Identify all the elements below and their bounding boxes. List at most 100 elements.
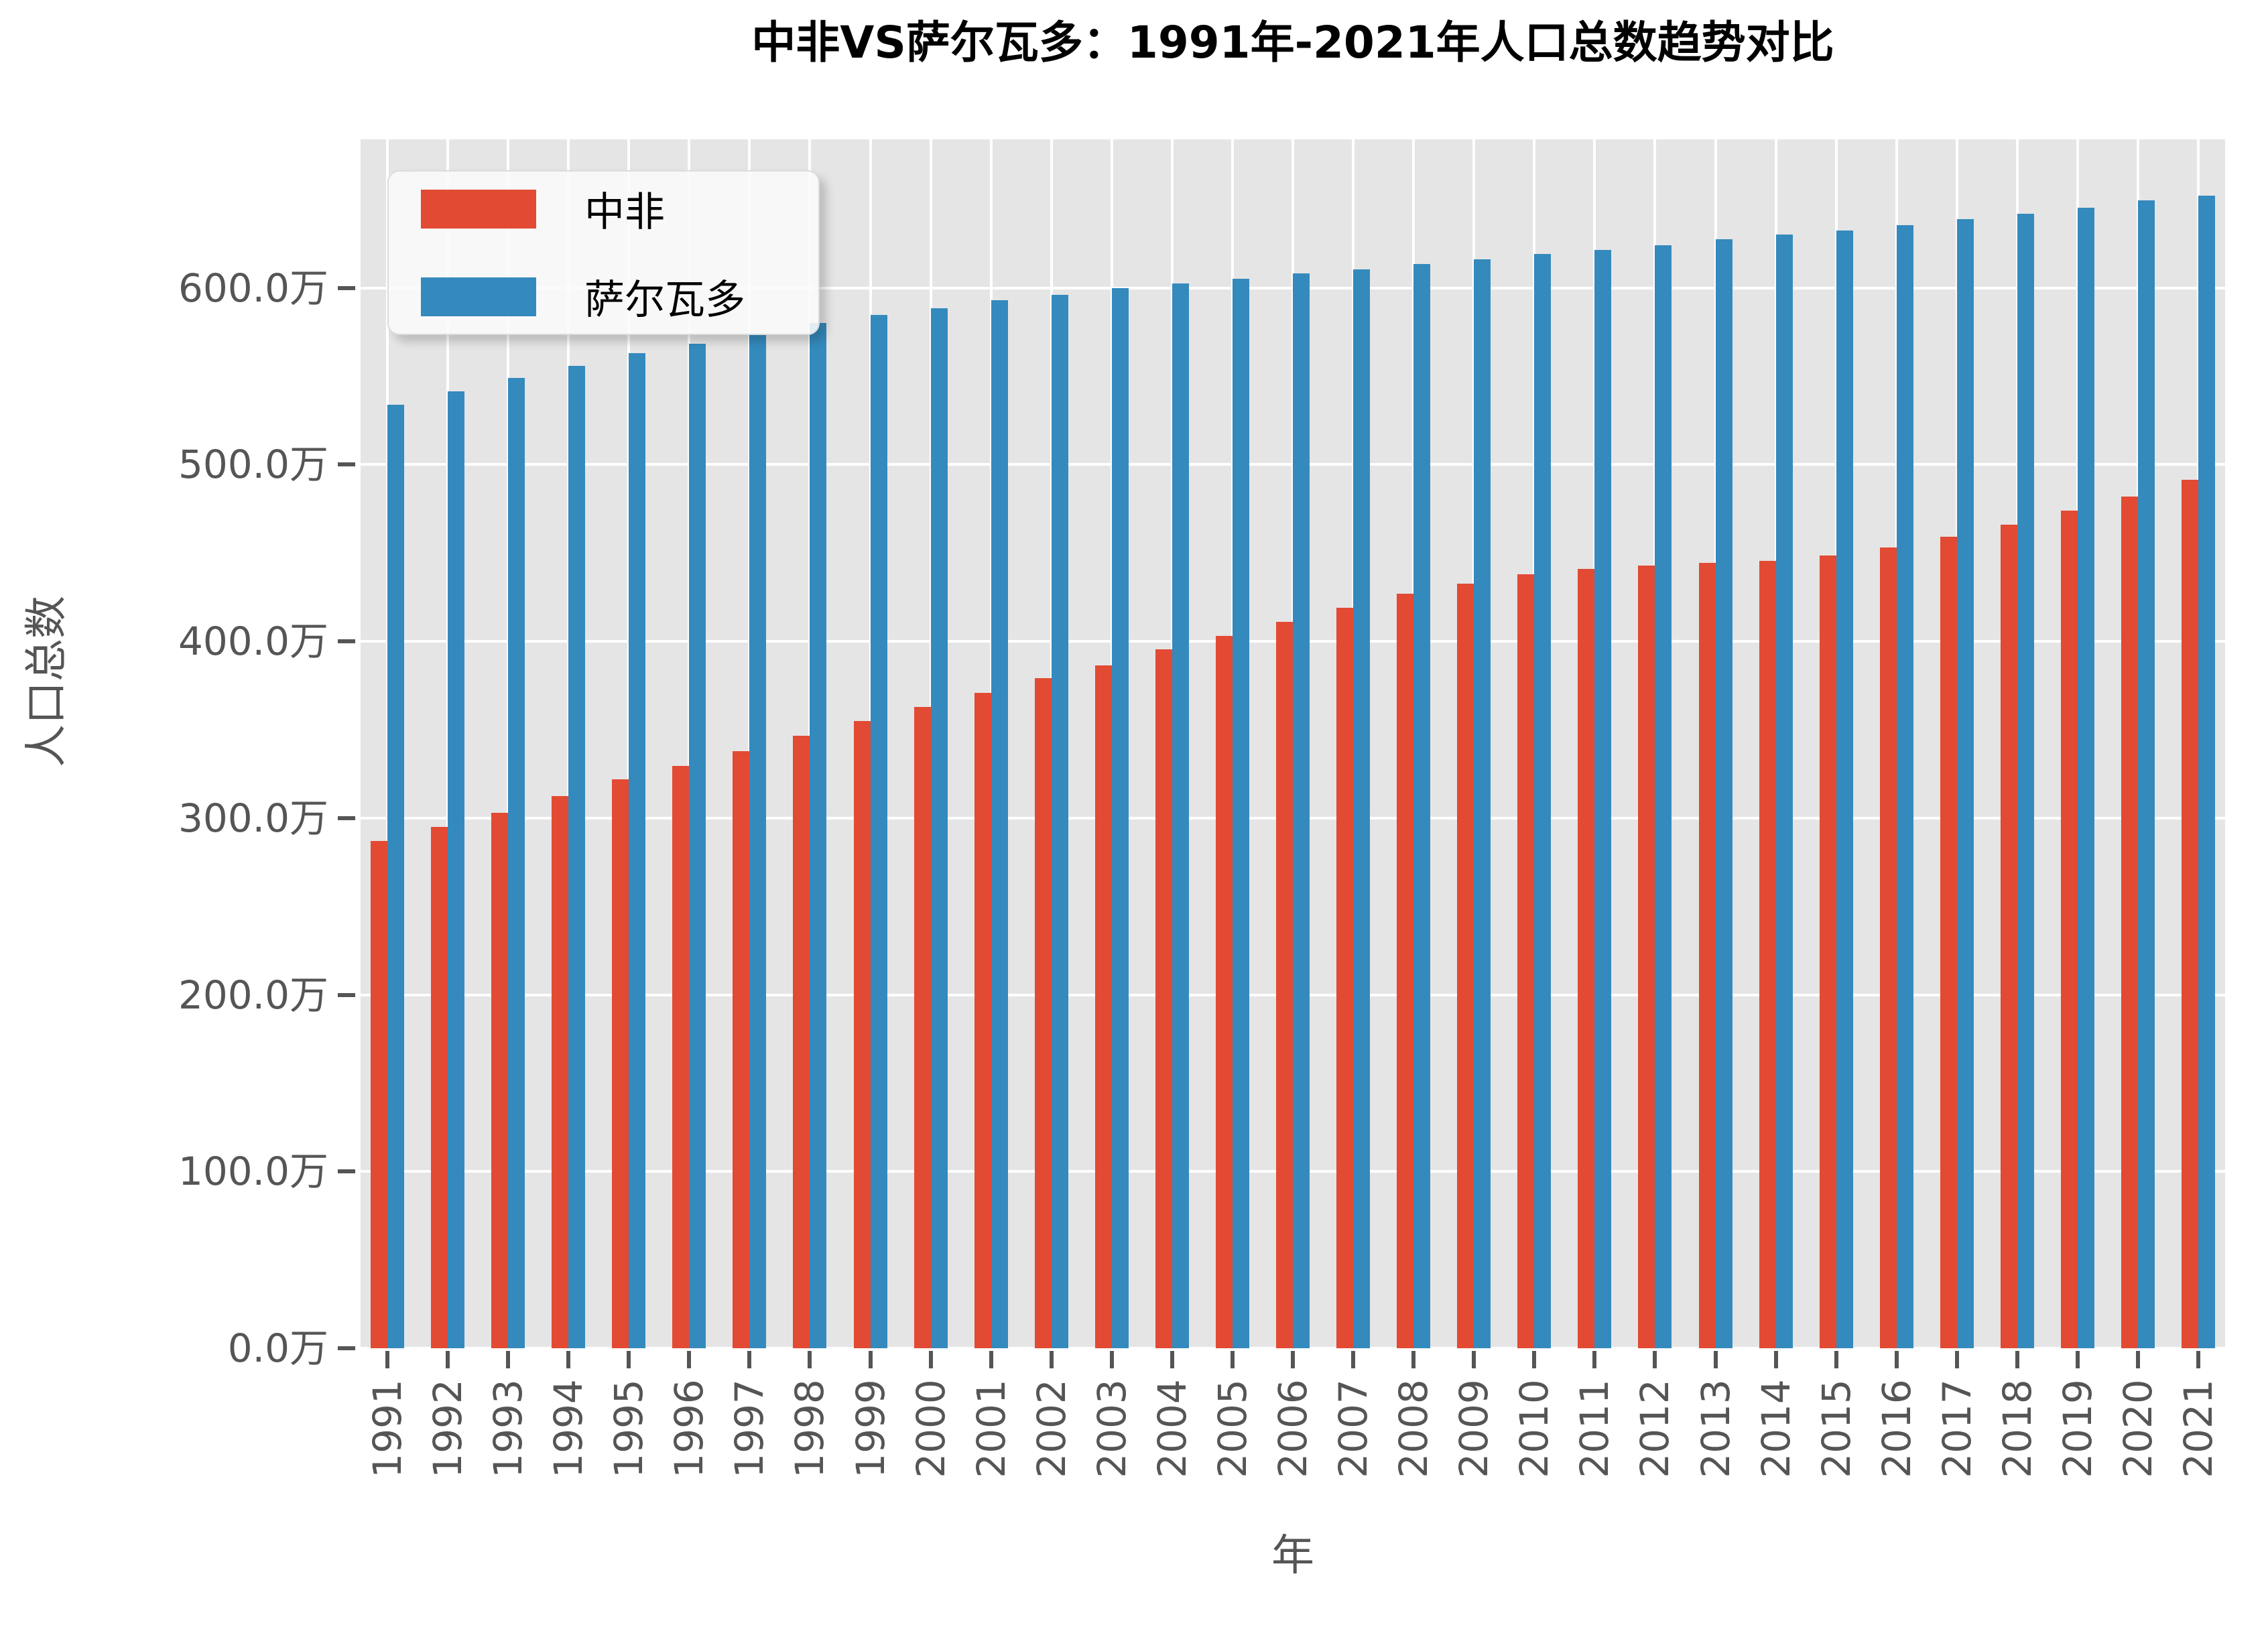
- legend-label: 萨尔瓦多: [584, 277, 745, 324]
- x-tick-mark: [1411, 1351, 1416, 1368]
- legend: 中非 萨尔瓦多: [387, 170, 820, 335]
- x-tick-mark: [506, 1351, 511, 1368]
- bar-saerwaduo-1998: [810, 323, 827, 1348]
- bar-zhongfei-2004: [1155, 649, 1172, 1348]
- y-tick-mark: [338, 639, 355, 644]
- x-tick-mark: [747, 1351, 752, 1368]
- bar-zhongfei-2007: [1336, 607, 1354, 1348]
- y-tick-label: 100.0万: [178, 1149, 328, 1195]
- x-tick-label: 2018: [1994, 1379, 2040, 1478]
- bar-zhongfei-2017: [1940, 537, 1957, 1348]
- x-tick-label: 2015: [1813, 1379, 1859, 1478]
- x-tick-label: 2010: [1511, 1379, 1558, 1478]
- bar-saerwaduo-2003: [1111, 287, 1129, 1348]
- bar-zhongfei-2000: [914, 706, 931, 1348]
- bar-saerwaduo-2018: [2017, 213, 2034, 1348]
- x-tick-mark: [1170, 1351, 1174, 1368]
- x-tick-mark: [385, 1351, 389, 1368]
- bar-saerwaduo-1996: [689, 343, 706, 1348]
- bar-zhongfei-1991: [371, 841, 387, 1348]
- bar-saerwaduo-2007: [1353, 269, 1371, 1348]
- x-tick-mark: [687, 1351, 692, 1368]
- x-tick-label: 1991: [365, 1379, 410, 1478]
- legend-swatch-red: [421, 189, 536, 229]
- bar-zhongfei-2009: [1457, 584, 1474, 1348]
- bar-zhongfei-1996: [672, 765, 690, 1348]
- bar-saerwaduo-2019: [2077, 207, 2094, 1348]
- y-tick-label: 0.0万: [227, 1325, 328, 1371]
- y-tick-label: 400.0万: [178, 619, 328, 665]
- hgridline: [361, 1347, 2225, 1350]
- bar-zhongfei-2001: [974, 692, 991, 1348]
- x-tick-mark: [1773, 1351, 1778, 1368]
- y-tick-label: 500.0万: [178, 442, 328, 488]
- x-tick-label: 2016: [1873, 1379, 1919, 1478]
- bar-saerwaduo-2010: [1534, 254, 1552, 1348]
- x-tick-label: 1996: [666, 1379, 712, 1478]
- x-tick-mark: [1109, 1351, 1114, 1368]
- x-tick-label: 2000: [907, 1379, 954, 1478]
- x-tick-mark: [1713, 1351, 1718, 1368]
- bar-saerwaduo-2016: [1896, 224, 1913, 1348]
- x-tick-mark: [2075, 1351, 2080, 1368]
- bar-saerwaduo-1993: [508, 378, 525, 1348]
- plot-area: 中非 萨尔瓦多: [361, 139, 2225, 1350]
- bar-zhongfei-2014: [1759, 561, 1776, 1348]
- bar-saerwaduo-2021: [2198, 196, 2216, 1348]
- x-tick-label: 2005: [1209, 1379, 1255, 1478]
- y-tick-mark: [338, 992, 355, 997]
- x-tick-label: 2002: [1028, 1379, 1074, 1478]
- bar-saerwaduo-1994: [568, 365, 586, 1348]
- bar-zhongfei-2018: [2000, 524, 2017, 1348]
- x-tick-label: 2003: [1088, 1379, 1135, 1478]
- x-tick-label: 2009: [1451, 1379, 1497, 1478]
- x-tick-label: 2014: [1753, 1379, 1799, 1478]
- bar-saerwaduo-2000: [930, 308, 948, 1348]
- x-tick-label: 2020: [2115, 1379, 2161, 1478]
- x-tick-mark: [928, 1351, 933, 1368]
- x-tick-mark: [446, 1351, 450, 1368]
- bar-zhongfei-2021: [2182, 479, 2199, 1348]
- x-tick-label: 2001: [968, 1379, 1014, 1478]
- x-tick-mark: [2015, 1351, 2019, 1368]
- x-tick-mark: [627, 1351, 631, 1368]
- x-tick-label: 1997: [727, 1379, 773, 1478]
- x-tick-label: 1994: [546, 1379, 592, 1478]
- bar-zhongfei-2020: [2121, 496, 2139, 1348]
- bar-zhongfei-2016: [1879, 547, 1897, 1348]
- bar-saerwaduo-2001: [991, 300, 1008, 1348]
- x-tick-mark: [566, 1351, 571, 1368]
- x-tick-label: 2004: [1149, 1379, 1195, 1478]
- x-tick-label: 2021: [2176, 1379, 2222, 1478]
- bar-saerwaduo-2015: [1836, 230, 1853, 1348]
- y-tick-mark: [338, 285, 355, 290]
- x-tick-mark: [1472, 1351, 1476, 1368]
- y-tick-mark: [338, 462, 355, 467]
- bar-zhongfei-2015: [1819, 556, 1836, 1348]
- y-tick-label: 600.0万: [178, 265, 328, 311]
- bar-zhongfei-2010: [1517, 574, 1535, 1348]
- bar-saerwaduo-2014: [1775, 235, 1793, 1348]
- legend-item-saerwaduo: 萨尔瓦多: [421, 267, 818, 326]
- bar-saerwaduo-1997: [749, 334, 767, 1348]
- y-tick-mark: [338, 816, 355, 820]
- x-tick-mark: [1351, 1351, 1356, 1368]
- x-tick-mark: [989, 1351, 993, 1368]
- x-tick-label: 2013: [1692, 1379, 1739, 1478]
- bar-saerwaduo-1995: [629, 353, 646, 1348]
- bar-zhongfei-1995: [612, 779, 629, 1348]
- legend-label: 中非: [584, 189, 665, 236]
- y-axis-title: 人口总数: [22, 596, 72, 767]
- bar-saerwaduo-2013: [1715, 239, 1732, 1348]
- bar-zhongfei-2008: [1397, 593, 1414, 1348]
- x-tick-label: 2007: [1330, 1379, 1377, 1478]
- bar-saerwaduo-2011: [1594, 249, 1612, 1348]
- x-tick-label: 2011: [1572, 1379, 1618, 1478]
- x-tick-label: 2006: [1270, 1379, 1316, 1478]
- bar-saerwaduo-2005: [1232, 279, 1249, 1348]
- bar-saerwaduo-2004: [1172, 283, 1189, 1348]
- chart-title: 中非VS萨尔瓦多：1991年-2021年人口总数趋势对比: [751, 17, 1834, 68]
- bar-saerwaduo-2009: [1474, 259, 1491, 1348]
- x-tick-mark: [1592, 1351, 1597, 1368]
